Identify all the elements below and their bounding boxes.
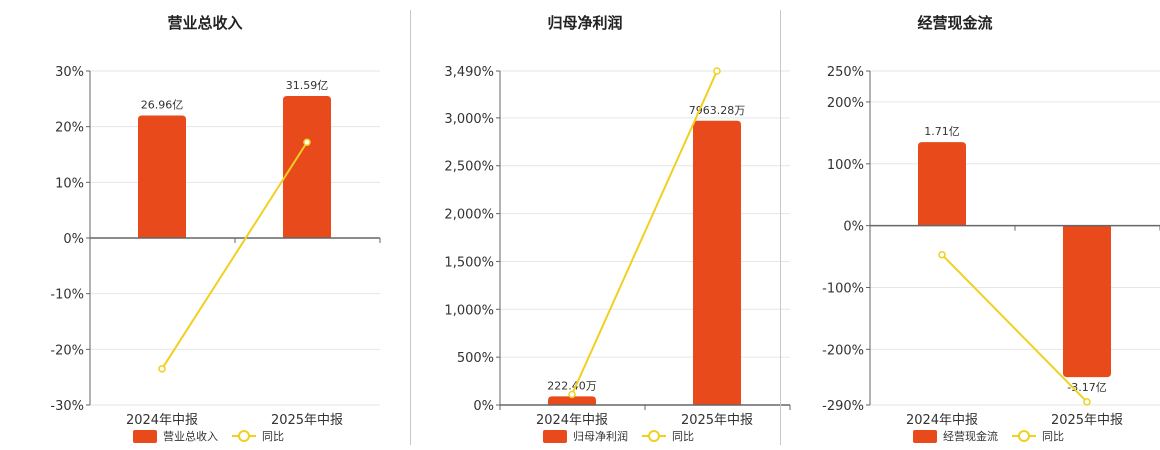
bar (283, 96, 331, 238)
yoy-point (303, 138, 311, 147)
y-tick-label: 500% (457, 351, 494, 366)
y-tick-label: 100% (827, 158, 864, 173)
bar (918, 142, 966, 226)
yoy-line (571, 70, 718, 395)
y-tick-label: -200% (822, 343, 864, 358)
y-tick-label: 250% (827, 65, 864, 80)
chart-title: 营业总收入 (167, 14, 243, 32)
legend-label: 经营现金流 (943, 429, 998, 443)
bar-data-label: 7963.28万 (689, 104, 746, 117)
revenue-chart-panel: 营业总收入 30% 20% 10% 0% -10% -20% -30% 26.96亿 31.59… (0, 0, 410, 450)
y-tick-label: -30% (50, 399, 84, 414)
revenue-chart-svg: 30% 20% 10% 0% -10% -20% -30% 26.96亿 31.59亿 2024年… (50, 65, 381, 443)
y-tick-label: 0% (63, 232, 84, 247)
y-tick-label: -10% (50, 288, 84, 303)
legend-label: 营业总收入 (163, 429, 218, 443)
y-tick-label: 1,000% (444, 303, 494, 318)
y-tick-label: 0% (843, 220, 864, 235)
y-tick-label: 200% (827, 96, 864, 111)
y-tick-label: -20% (50, 343, 84, 358)
panel-divider (410, 10, 411, 445)
y-tick-label: 20% (55, 121, 84, 136)
legend-bar-swatch (133, 430, 157, 443)
yoy-point (158, 365, 166, 373)
chart-title: 经营现金流 (917, 14, 993, 32)
yoy-point (713, 67, 721, 75)
y-tick-label: 3,490% (444, 65, 494, 80)
legend-label: 同比 (1042, 430, 1064, 443)
y-tick-label: 2,500% (444, 160, 494, 175)
legend-label: 同比 (672, 430, 694, 443)
cash-flow-chart-panel: 经营现金流 250% 200% 100% 0% -100% -200% -290% 1.71亿… (750, 0, 1160, 450)
yoy-point (1083, 398, 1091, 406)
yoy-point (568, 390, 576, 399)
bar-data-label: 222.40万 (547, 379, 597, 392)
x-tick-label: 2024年中报 (536, 413, 608, 428)
bar (693, 120, 741, 405)
bar-data-label: 26.96亿 (141, 99, 184, 112)
bar-data-label: 31.59亿 (286, 79, 329, 92)
net-profit-chart-svg: 3,490% 3,000% 2,500% 2,000% 1,500% 1,000% 500%… (444, 65, 791, 443)
legend-label: 同比 (262, 430, 284, 443)
y-tick-label: 3,000% (444, 112, 494, 127)
y-tick-label: 0% (473, 399, 494, 414)
y-tick-label: 1,500% (444, 255, 494, 270)
legend-line-marker (238, 430, 250, 442)
legend-line-marker (1018, 430, 1030, 442)
bar (138, 115, 186, 238)
x-tick-label: 2025年中报 (681, 413, 753, 428)
legend-label: 归母净利润 (573, 429, 628, 443)
legend-bar-swatch (543, 430, 567, 443)
bar (1063, 225, 1111, 378)
yoy-line (941, 253, 1088, 403)
x-tick-label: 2025年中报 (1051, 413, 1123, 428)
legend-bar-swatch (913, 430, 937, 443)
bar (548, 396, 596, 405)
chart-title: 归母净利润 (547, 14, 623, 32)
panel-divider (780, 10, 781, 445)
y-tick-label: 2,000% (444, 208, 494, 223)
x-tick-label: 2025年中报 (271, 413, 343, 428)
cash-flow-chart-svg: 250%200%100%0%-100%-200%-290%1.71亿-3.17亿… (822, 65, 1160, 443)
y-tick-label: 10% (55, 176, 84, 191)
legend-line-marker (648, 430, 660, 442)
y-tick-label: -100% (822, 281, 864, 296)
bar-data-label: 1.71亿 (924, 125, 960, 138)
net-profit-chart-panel: 归母净利润 3,490% 3,000% 2,500% 2,000% 1,500% 1,00… (380, 0, 791, 450)
y-tick-label: 30% (55, 65, 84, 80)
y-tick-label: -290% (822, 399, 864, 414)
x-tick-label: 2024年中报 (906, 413, 978, 428)
x-tick-label: 2024年中报 (126, 413, 198, 428)
yoy-line (161, 141, 308, 370)
yoy-point (938, 250, 946, 259)
